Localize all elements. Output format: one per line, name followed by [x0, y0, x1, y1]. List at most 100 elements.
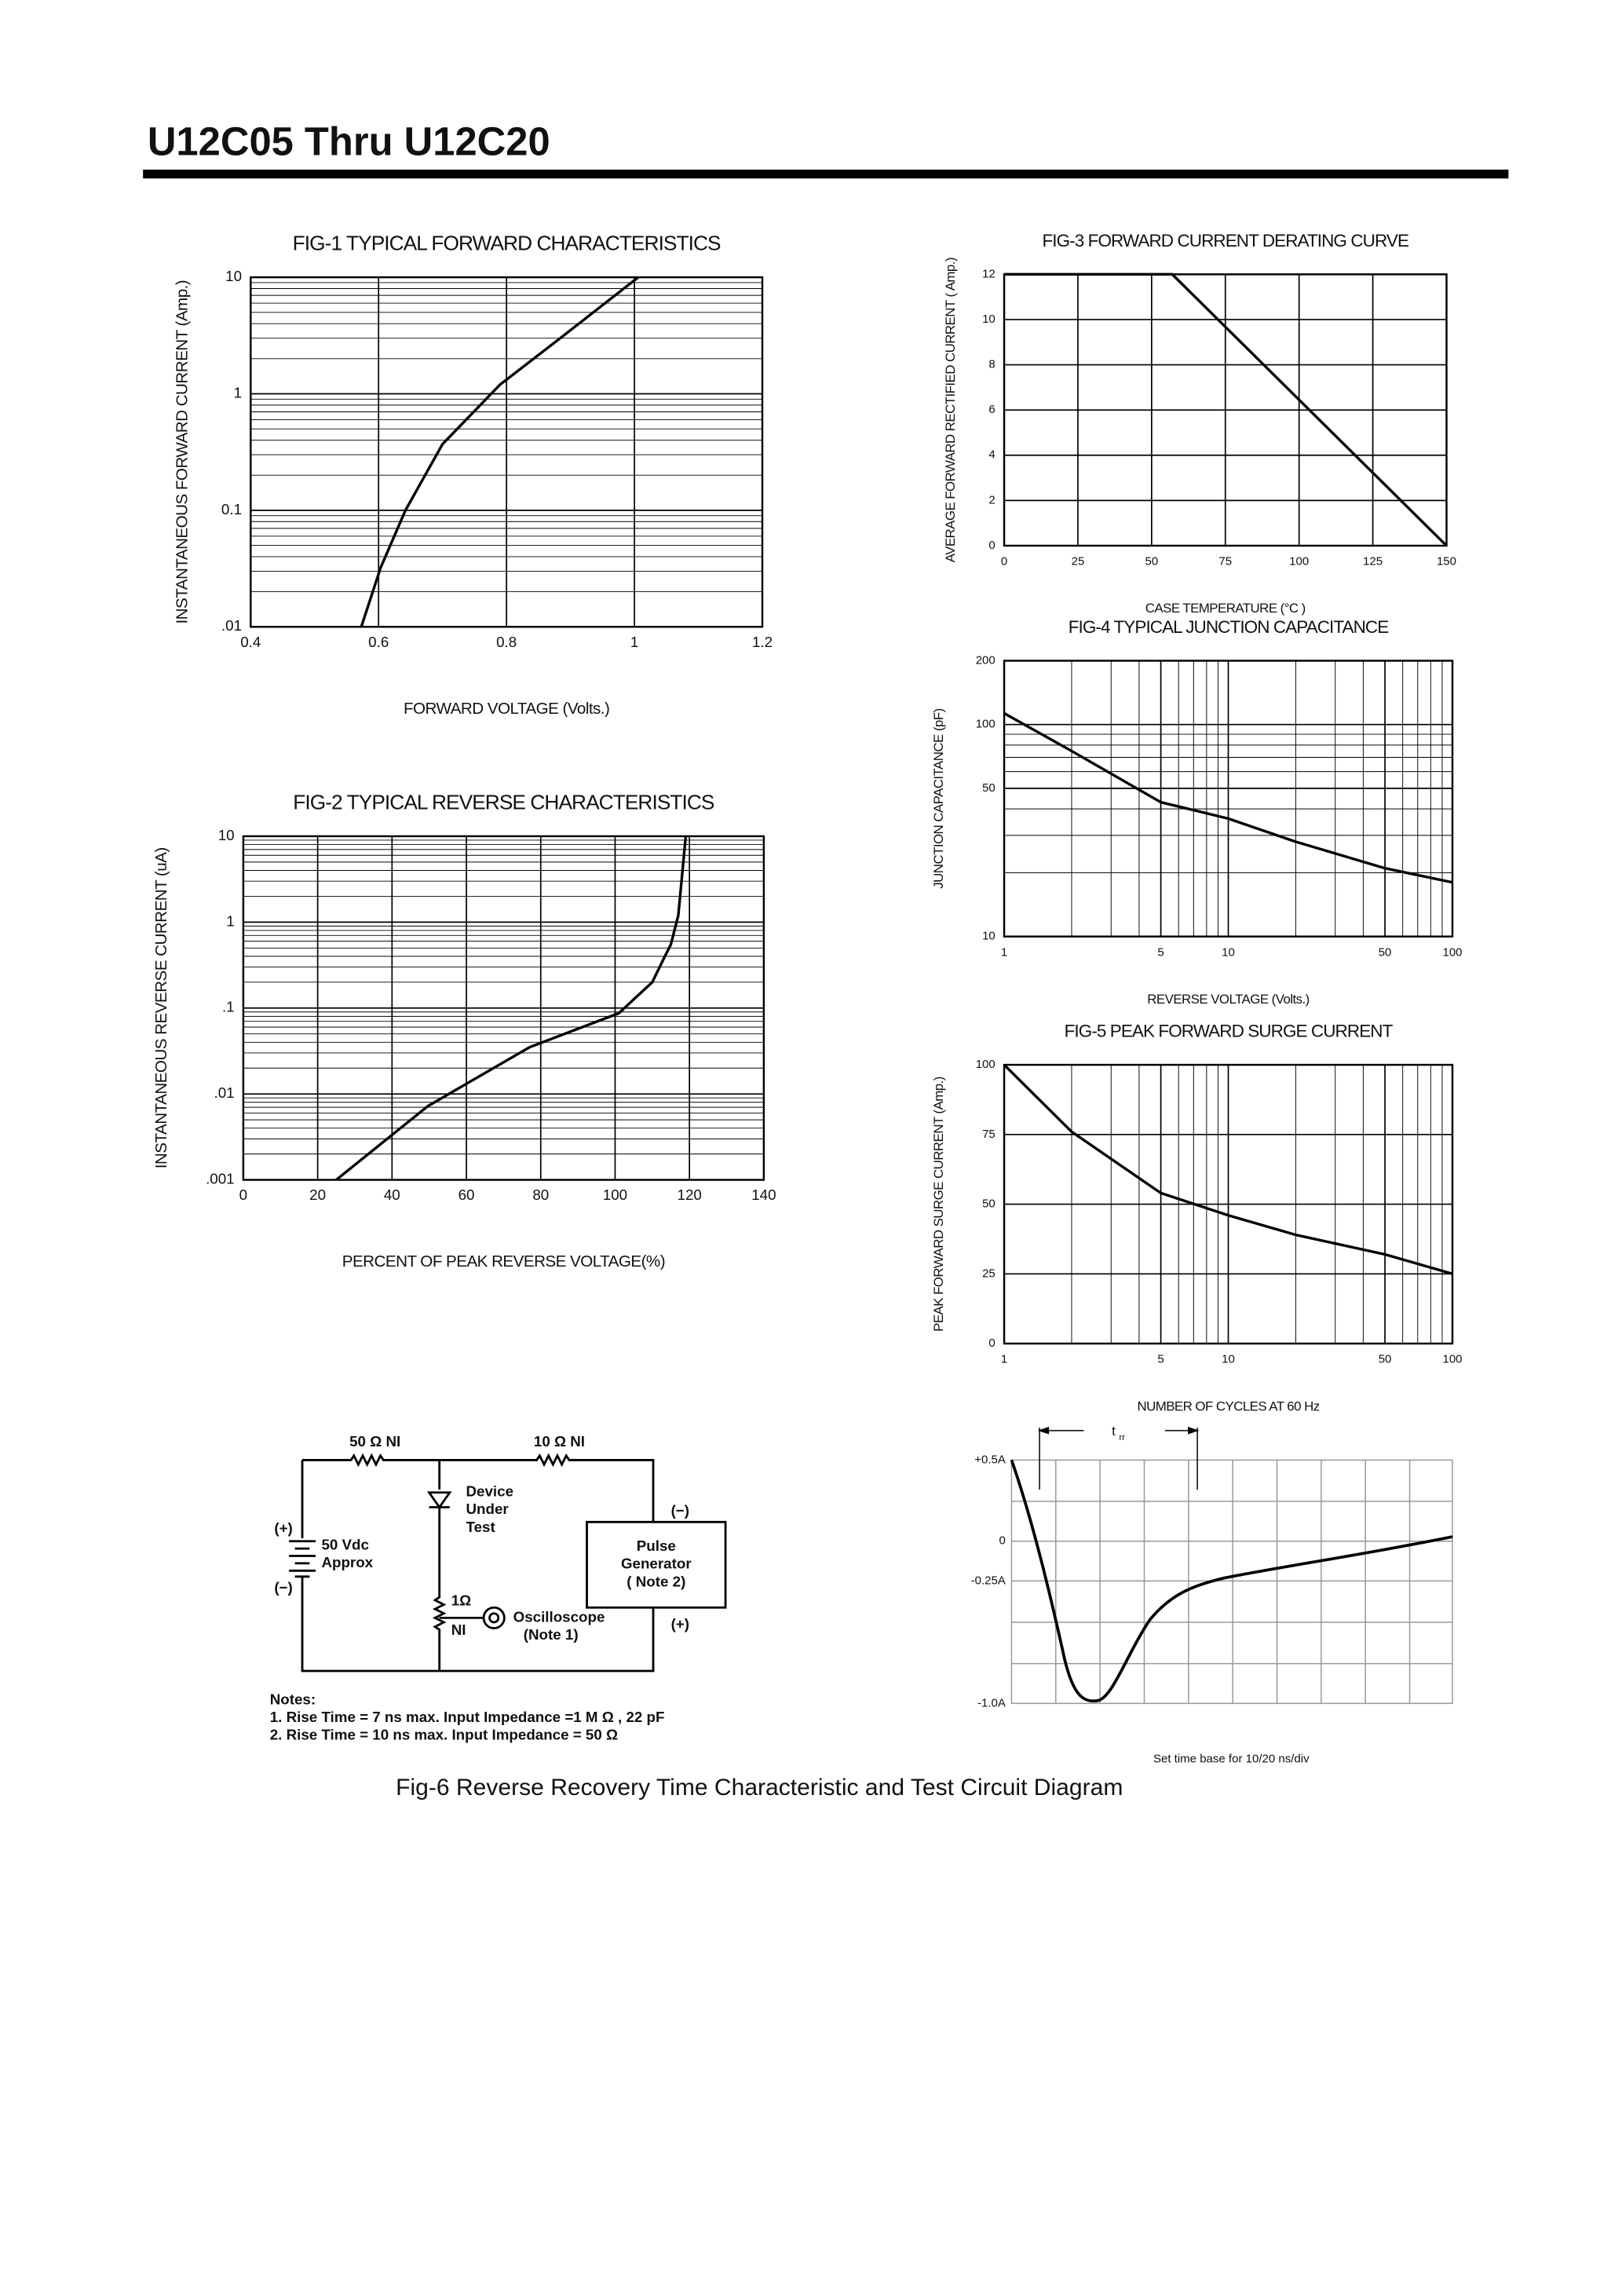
plot-frame [250, 276, 764, 628]
x-axis-label: NUMBER OF CYCLES AT 60 Hz [1137, 1398, 1319, 1413]
x-tick-label: 5 [1157, 1353, 1164, 1366]
y-tick-label: 10 [225, 268, 242, 284]
x-tick-label: 0.8 [496, 634, 517, 650]
x-tick-label: 50 [1379, 1353, 1392, 1366]
x-tick-label: 140 [751, 1186, 776, 1203]
y-tick-label: 10 [218, 827, 235, 843]
chart-title: FIG-5 PEAK FORWARD SURGE CURRENT [1065, 1022, 1394, 1041]
y-tick-label: 1 [226, 912, 234, 929]
y-tick-label: 12 [982, 267, 995, 280]
wires [301, 1453, 655, 1673]
y-axis-label: PEAK FORWARD SURGE CURRENT (Amp.) [931, 1077, 946, 1332]
chart: 0 20 40 60 80 100 120 140 .001 .01 .1 1 10 FIG-2 TYPI… [152, 791, 776, 1271]
label: NI [451, 1621, 466, 1638]
battery [289, 1540, 316, 1578]
chart-title: FIG-4 TYPICAL JUNCTION CAPACITANCE [1069, 617, 1390, 637]
x-tick-label: 60 [458, 1186, 475, 1203]
diode [426, 1491, 452, 1509]
x-tick-label: 25 [1072, 555, 1085, 569]
note: Notes: [270, 1691, 316, 1708]
series-line [360, 276, 640, 627]
series-line [1003, 1063, 1453, 1275]
x-axis-label: CASE TEMPERATURE (°C ) [1145, 601, 1306, 616]
label: (+) [671, 1616, 689, 1632]
x-tick-label: 5 [1157, 945, 1164, 959]
y-axis-label: INSTANTANEOUS FORWARD CURRENT (Amp.) [173, 280, 191, 624]
label: Device [466, 1483, 514, 1500]
label: Test [466, 1519, 496, 1535]
x-tick-label: 150 [1437, 555, 1456, 569]
title-rule [143, 170, 1509, 179]
y-label: +0.5A [974, 1453, 1006, 1466]
x-tick-label: 10 [1222, 945, 1235, 959]
x-tick-label: 0.6 [368, 634, 389, 650]
waveform-grid [1010, 1459, 1453, 1705]
chart: 1 5 10 50 100 0 25 50 75 100 FIG-5 PEAK FORWARD SU… [931, 1022, 1463, 1414]
x-tick-label: 0 [239, 1186, 247, 1203]
y-tick-label: .001 [206, 1171, 235, 1187]
chart: 0.4 0.6 0.8 1 1.2 .01 0.1 1 10 FIG-1 TYPICAL FORW… [173, 232, 773, 718]
y-tick-label: .01 [221, 617, 242, 634]
y-tick-label: 50 [982, 1197, 995, 1211]
plot-frame [242, 835, 765, 1181]
x-tick-label: 40 [384, 1186, 400, 1203]
pulse-generator-box [586, 1520, 727, 1609]
plot-frame [1003, 660, 1454, 938]
waveform: t rr +0.5A 0 -0.25A -1.0A Set time base … [971, 1424, 1453, 1766]
label: ( Note 2) [627, 1573, 685, 1589]
x-tick-label: 1.2 [752, 634, 773, 650]
y-tick-label: 10 [982, 313, 995, 326]
y-tick-label: 75 [982, 1128, 995, 1141]
x-tick-label: 75 [1218, 555, 1232, 569]
oscilloscope [482, 1606, 506, 1629]
x-tick-label: 100 [1442, 1353, 1462, 1366]
y-tick-label: .01 [214, 1084, 235, 1101]
x-tick-label: 100 [603, 1186, 627, 1203]
note: 1. Rise Time = 7 ns max. Input Impedance… [270, 1709, 665, 1725]
x-tick-label: 0 [1001, 555, 1007, 569]
chart-title: FIG-3 FORWARD CURRENT DERATING CURVE [1042, 231, 1408, 250]
chart-title: FIG-1 TYPICAL FORWARD CHARACTERISTICS [293, 232, 721, 255]
x-tick-label: 20 [309, 1186, 326, 1203]
y-tick-label: 200 [976, 653, 995, 667]
x-tick-label: 80 [532, 1186, 549, 1203]
y-tick-label: 1 [234, 384, 242, 400]
circuit-labels: 50 Ω NI 10 Ω NI Device Under Test (+) (−… [270, 1433, 692, 1743]
y-tick-label: 8 [988, 358, 995, 371]
trr-sub: rr [1120, 1433, 1126, 1442]
x-axis-label: FORWARD VOLTAGE (Volts.) [404, 700, 609, 718]
y-label: 0 [999, 1534, 1006, 1548]
label: 50 Vdc [321, 1536, 369, 1552]
y-label: -1.0A [977, 1696, 1006, 1709]
series-line [1004, 272, 1448, 547]
y-tick-label: 2 [988, 493, 995, 506]
y-axis-label: INSTANTANEOUS REVERSE CURRENT (uA) [152, 847, 170, 1168]
series-line [1003, 711, 1453, 884]
y-axis-label: AVERAGE FORWARD RECTIFIED CURRENT ( Amp.… [943, 258, 958, 562]
y-axis-label: JUNCTION CAPACITANCE (pF) [931, 708, 946, 888]
x-tick-label: 1 [630, 634, 638, 650]
plot-frame [1003, 1063, 1454, 1345]
caption: Fig-6 Reverse Recovery Time Characterist… [396, 1775, 1123, 1801]
series-line [335, 835, 688, 1181]
label: Under [466, 1501, 510, 1517]
test-circuit [289, 1453, 727, 1673]
waveform-note: Set time base for 10/20 ns/div [1153, 1753, 1310, 1766]
x-axis-label: REVERSE VOLTAGE (Volts.) [1147, 992, 1309, 1007]
y-label: -0.25A [971, 1574, 1006, 1587]
label: Generator [621, 1556, 692, 1572]
page-title: U12C05 Thru U12C20 [148, 119, 550, 163]
label: (−) [671, 1502, 689, 1519]
label: (Note 1) [524, 1626, 579, 1643]
y-tick-label: 0 [988, 1336, 995, 1350]
x-tick-label: 120 [678, 1186, 702, 1203]
label: Oscilloscope [513, 1608, 605, 1625]
trr-label: t [1112, 1424, 1116, 1439]
note: 2. Rise Time = 10 ns max. Input Impedanc… [270, 1727, 618, 1743]
x-tick-label: 50 [1379, 945, 1392, 959]
y-tick-label: 25 [982, 1267, 995, 1280]
x-tick-label: 125 [1363, 555, 1383, 569]
